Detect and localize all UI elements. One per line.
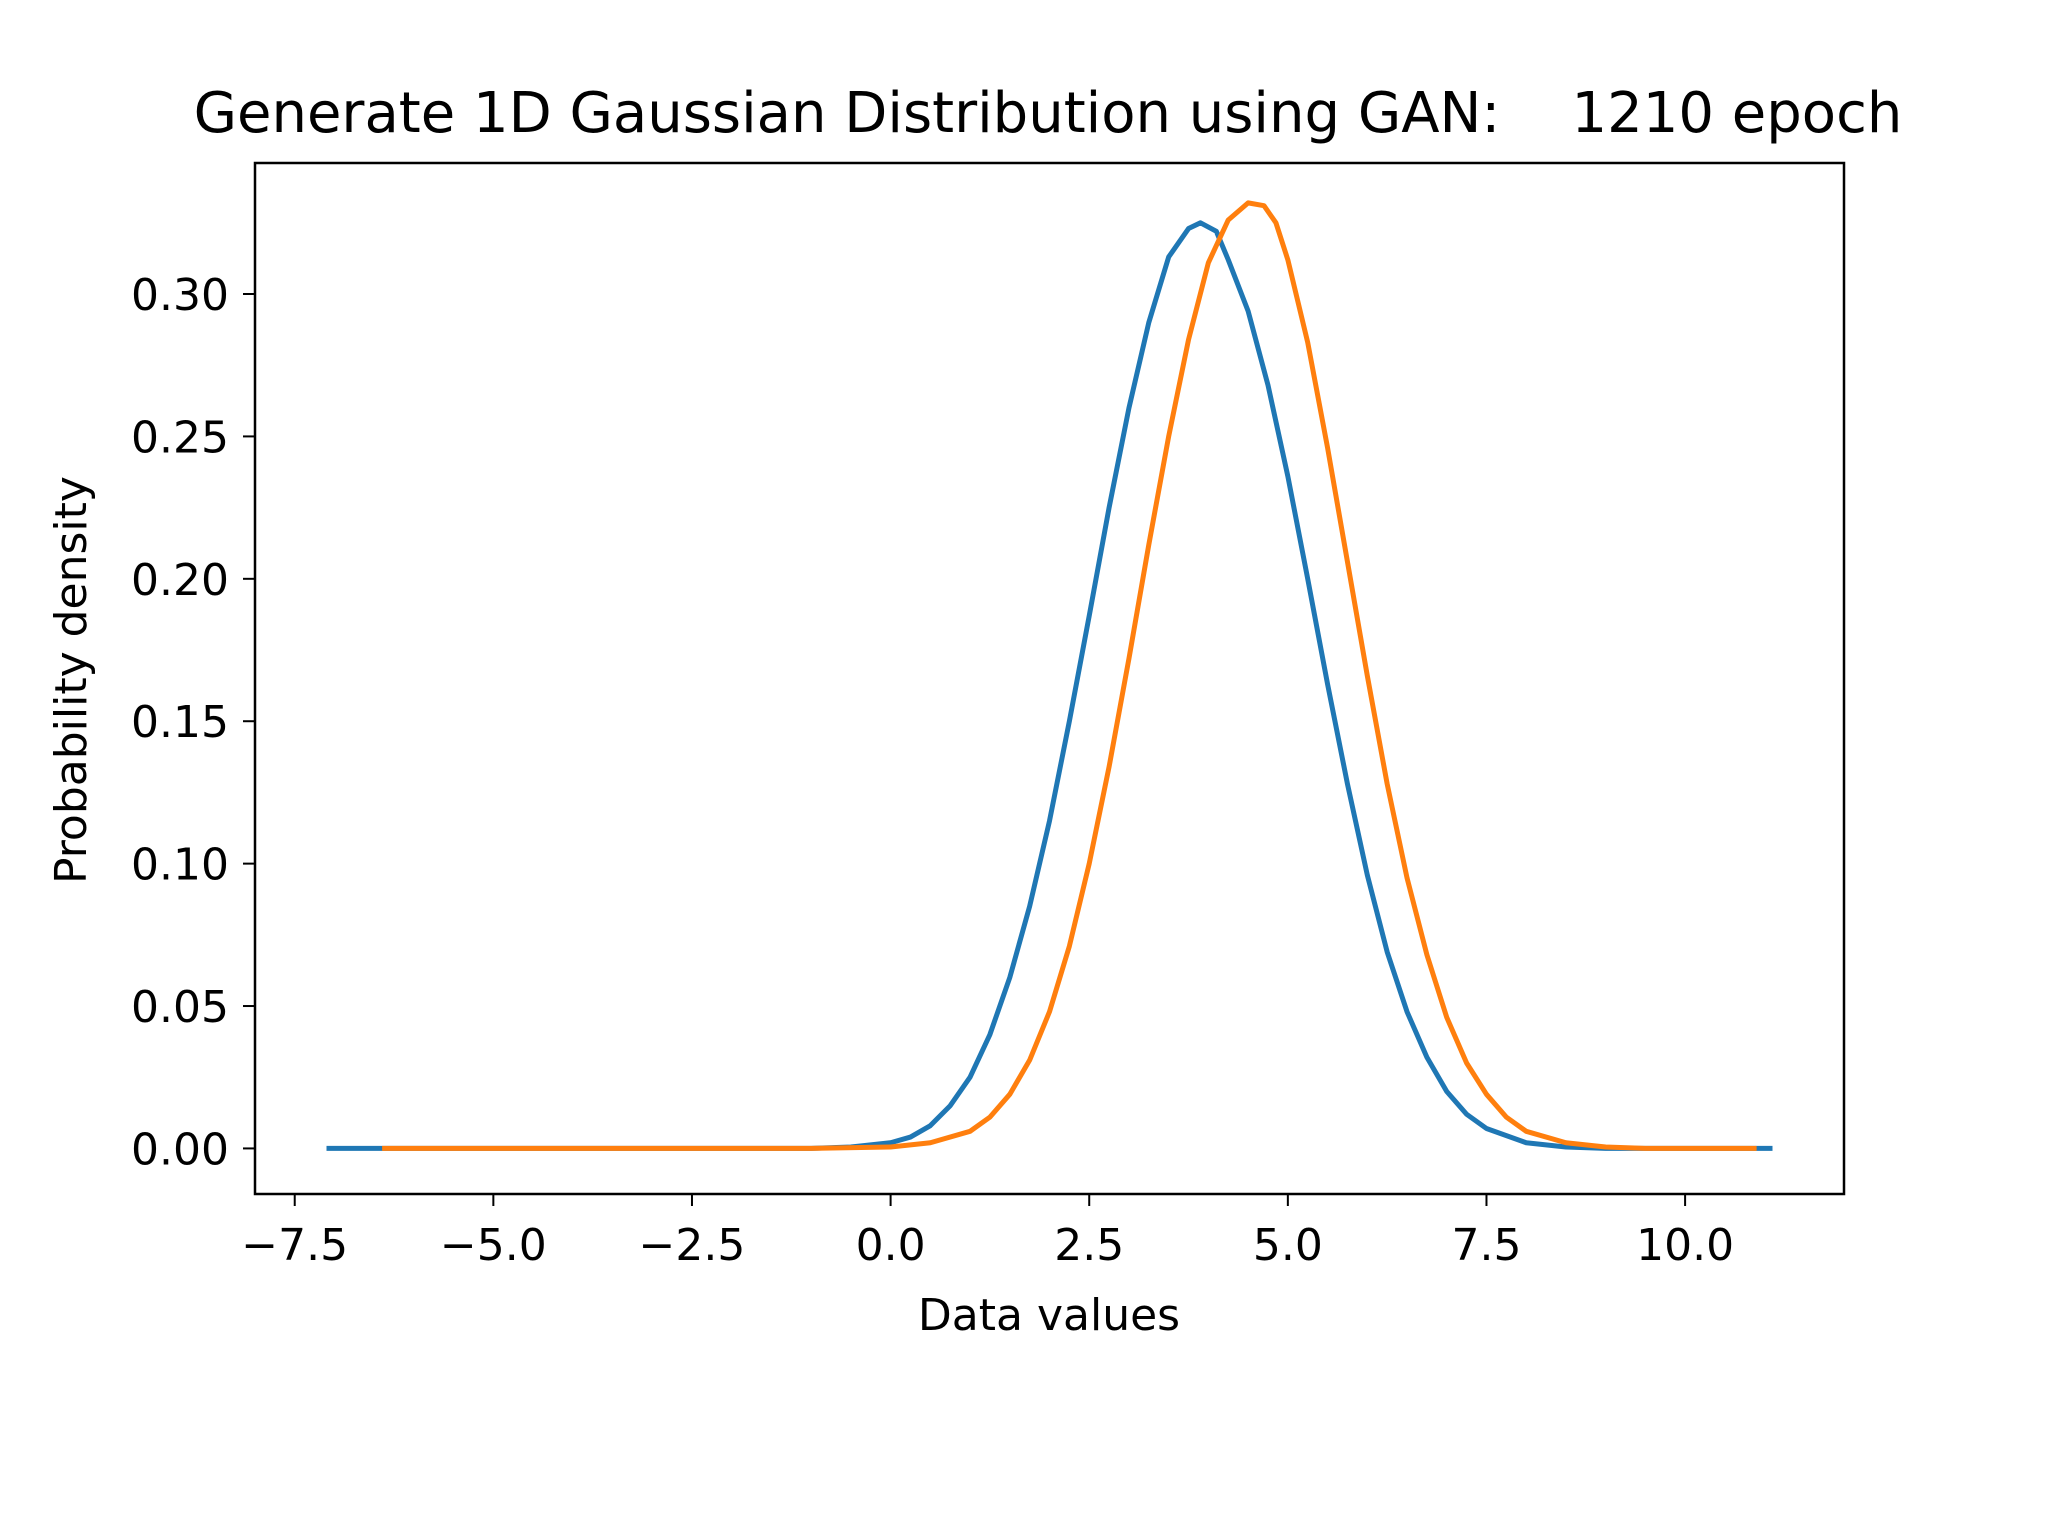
y-tick-label: 0.25 bbox=[131, 412, 229, 463]
x-axis-label: Data values bbox=[918, 1290, 1180, 1341]
y-tick-label: 0.20 bbox=[131, 555, 229, 606]
x-tick-label: 10.0 bbox=[1636, 1220, 1734, 1271]
x-tick-label: −5.0 bbox=[440, 1220, 547, 1271]
x-tick-label: 7.5 bbox=[1451, 1220, 1521, 1271]
x-tick-label: −2.5 bbox=[639, 1220, 746, 1271]
plot-frame bbox=[253, 161, 1846, 1196]
y-axis-label: Probability density bbox=[46, 476, 97, 884]
series-line-2 bbox=[382, 200, 1757, 1151]
x-tick-label: 0.0 bbox=[856, 1220, 926, 1271]
series-layer bbox=[326, 200, 1773, 1151]
y-tick-label: 0.00 bbox=[131, 1124, 229, 1175]
chart-title: Generate 1D Gaussian Distribution using … bbox=[194, 81, 1903, 146]
y-tick-label: 0.10 bbox=[131, 840, 229, 891]
y-tick-label: 0.30 bbox=[131, 270, 229, 321]
x-tick-label: 5.0 bbox=[1253, 1220, 1323, 1271]
x-tick-label: 2.5 bbox=[1054, 1220, 1124, 1271]
x-tick-label: −7.5 bbox=[241, 1220, 348, 1271]
y-tick-label: 0.15 bbox=[131, 697, 229, 748]
y-axis: 0.00 0.05 0.10 0.15 0.20 0.25 0.30 bbox=[131, 270, 255, 1175]
y-tick-label: 0.05 bbox=[131, 982, 229, 1033]
x-axis: −7.5 −5.0 −2.5 0.0 2.5 5.0 7.5 10.0 bbox=[241, 1194, 1734, 1271]
